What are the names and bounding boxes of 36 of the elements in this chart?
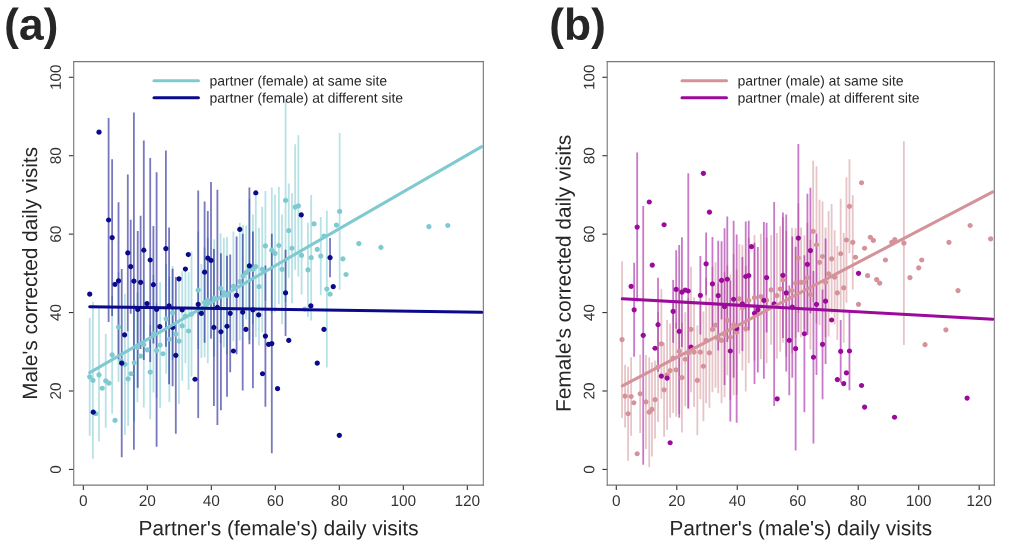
x-tick-label: 20 (139, 495, 156, 507)
legend-label: partner (female) at same site (210, 75, 387, 89)
x-tick-label: 20 (669, 495, 685, 507)
y-tick-label: 40 (50, 304, 61, 321)
x-axis-title: Partner's (female's) daily visits (140, 520, 418, 540)
x-tick-label: 60 (790, 495, 806, 507)
y-tick-label: 20 (583, 383, 595, 399)
y-tick-label: 0 (50, 465, 61, 474)
x-tick-label: 100 (907, 495, 931, 507)
x-tick-label: 80 (850, 495, 867, 507)
x-tick-label: 120 (455, 495, 480, 507)
x-tick-label: 120 (967, 495, 992, 507)
x-tick-label: 40 (203, 495, 220, 507)
y-tick-label: 40 (583, 304, 595, 321)
x-tick-label: 60 (267, 495, 284, 507)
y-tick-label: 80 (50, 147, 61, 164)
y-tick-label: 60 (50, 226, 61, 242)
y-tick-label: 100 (50, 65, 61, 89)
y-tick-label: 80 (583, 147, 595, 164)
y-tick-label: 100 (583, 65, 595, 89)
y-tick-label: 20 (50, 383, 61, 399)
y-axis-title: Male's corrected daily visits (22, 147, 42, 399)
legend-label: partner (male) at different site (738, 92, 919, 106)
x-tick-label: 0 (612, 495, 620, 507)
legend-label: partner (female) at different site (210, 92, 403, 106)
chart-title: (a) (6, 7, 57, 49)
x-tick-label: 100 (391, 495, 416, 507)
y-tick-label: 0 (583, 465, 595, 474)
x-tick-label: 0 (79, 495, 87, 507)
chart-title: (b) (551, 7, 604, 49)
legend-label: partner (male) at same site (738, 75, 903, 89)
x-axis-title: Partner's (male's) daily visits (671, 520, 932, 540)
x-tick-label: 80 (331, 495, 348, 507)
x-tick-label: 40 (729, 495, 746, 507)
y-tick-label: 60 (583, 226, 595, 242)
y-axis-title: Female's corrected daily visits (555, 135, 575, 411)
